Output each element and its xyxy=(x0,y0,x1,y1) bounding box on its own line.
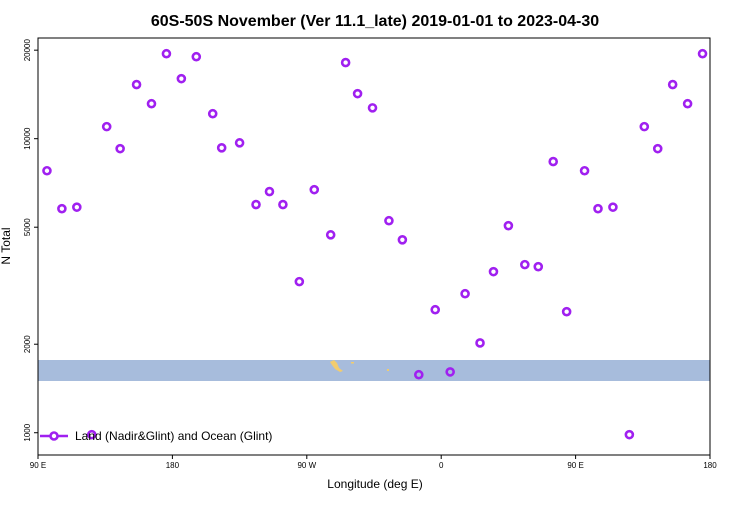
data-point xyxy=(608,202,618,212)
data-point xyxy=(460,288,470,299)
legend-label: Land (Nadir&Glint) and Ocean (Glint) xyxy=(75,429,272,443)
data-point xyxy=(264,186,275,197)
data-point xyxy=(488,266,499,277)
y-axis-label: N Total xyxy=(0,227,13,264)
data-point xyxy=(384,215,394,226)
x-tick-label: 180 xyxy=(166,461,180,470)
data-point xyxy=(251,199,261,210)
data-point xyxy=(216,143,227,153)
x-tick-label: 0 xyxy=(439,461,444,470)
data-point xyxy=(131,79,142,90)
data-point xyxy=(42,165,52,176)
x-axis-label: Longitude (deg E) xyxy=(327,477,422,491)
chart-title: 60S-50S November (Ver 11.1_late) 2019-01… xyxy=(151,13,599,30)
data-point xyxy=(278,199,288,210)
data-point xyxy=(639,121,650,132)
y-tick-label: 5000 xyxy=(23,218,32,236)
data-point xyxy=(624,429,635,440)
data-point xyxy=(352,88,363,99)
data-point xyxy=(533,261,544,272)
x-tick-label: 90 E xyxy=(30,461,46,470)
data-point xyxy=(503,220,514,231)
x-tick-label: 90 W xyxy=(297,461,316,470)
data-point xyxy=(57,203,67,214)
data-point xyxy=(86,429,97,440)
data-point xyxy=(72,202,82,212)
data-point xyxy=(430,304,441,315)
data-point xyxy=(115,143,125,154)
data-point xyxy=(475,338,485,348)
plot-frame xyxy=(37,37,711,456)
land-patch xyxy=(330,360,343,372)
y-tick-label: 20000 xyxy=(23,38,32,61)
data-point xyxy=(146,98,157,109)
map-strip xyxy=(38,360,710,381)
land-patch xyxy=(387,369,389,371)
data-point xyxy=(176,73,187,84)
data-point xyxy=(520,259,530,270)
data-point xyxy=(340,57,351,68)
x-tick-label: 180 xyxy=(703,461,717,470)
data-point xyxy=(367,103,378,113)
legend-marker xyxy=(49,431,59,441)
data-point xyxy=(697,48,708,59)
y-tick-label: 10000 xyxy=(23,127,32,150)
data-point xyxy=(161,48,172,59)
y-tick-label: 2000 xyxy=(23,335,32,353)
x-tick-label: 90 E xyxy=(567,461,583,470)
land-patch xyxy=(351,362,354,364)
data-point xyxy=(593,203,603,214)
data-point xyxy=(397,235,408,245)
data-point xyxy=(207,108,218,119)
data-point xyxy=(682,98,693,109)
data-point xyxy=(413,369,424,380)
data-point xyxy=(234,138,245,148)
data-point xyxy=(191,51,202,62)
y-tick-label: 1000 xyxy=(23,423,32,441)
data-point xyxy=(294,276,305,287)
data-point xyxy=(325,230,336,240)
data-point xyxy=(101,121,112,132)
data-point xyxy=(652,143,663,154)
data-point xyxy=(561,306,572,317)
data-point xyxy=(548,156,559,167)
data-point xyxy=(445,367,455,377)
data-point xyxy=(309,184,320,195)
data-point xyxy=(579,165,590,176)
data-point xyxy=(667,79,678,90)
